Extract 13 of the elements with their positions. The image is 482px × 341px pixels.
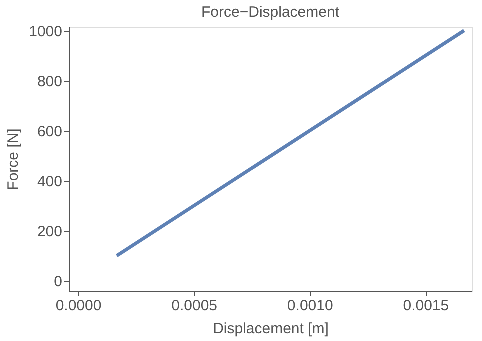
y-tick-label: 200 xyxy=(37,223,62,240)
chart-title: Force−Displacement xyxy=(202,4,340,21)
x-tick-label: 0.0005 xyxy=(172,298,218,314)
y-tick-label: 800 xyxy=(37,73,62,90)
x-tick-label: 0.0010 xyxy=(287,298,334,314)
y-tick-label: 600 xyxy=(37,123,62,140)
y-tick-label: 400 xyxy=(37,173,62,190)
y-tick-label: 0 xyxy=(54,273,62,290)
y-tick-label: 1000 xyxy=(29,23,62,40)
y-axis-title: Force [N] xyxy=(5,128,22,190)
x-tick-label: 0.0015 xyxy=(403,298,450,314)
x-tick-label: 0.0000 xyxy=(56,298,102,314)
x-axis-title: Displacement [m] xyxy=(213,320,329,338)
